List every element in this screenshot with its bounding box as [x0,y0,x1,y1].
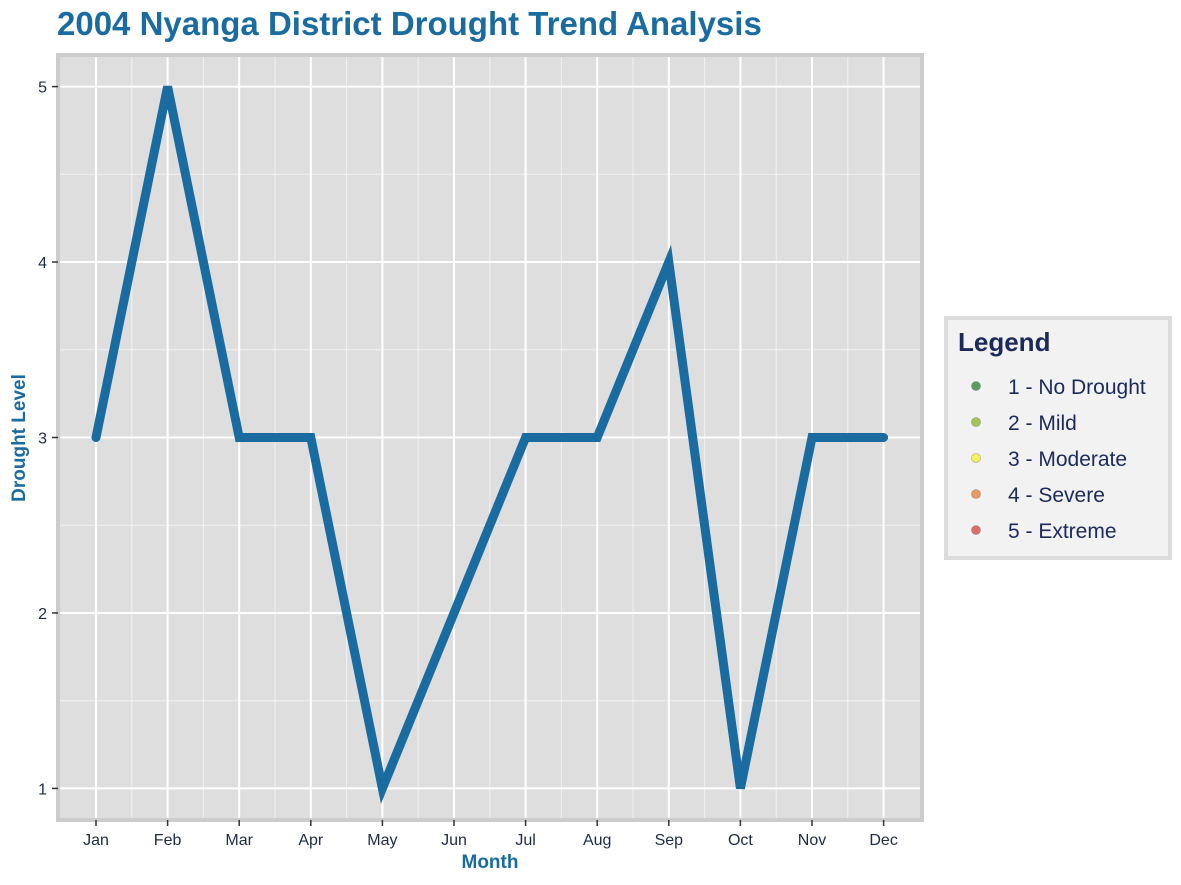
y-tick-label: 3 [38,431,47,448]
x-tick-label: Nov [798,832,826,849]
x-tick-label: Aug [583,832,611,849]
y-tick-label: 1 [38,781,47,798]
legend-key [971,525,981,535]
x-tick-label: Apr [298,832,324,849]
x-tick-label: Mar [225,832,253,849]
legend-key [971,381,981,391]
y-axis-title: Drought Level [9,374,30,502]
x-tick-label: Jun [441,832,467,849]
legend: Legend 1 - No Drought 2 - Mild 3 - Moderat… [944,316,1172,560]
legend-label: 5 - Extreme [1008,520,1117,543]
y-tick-label: 4 [38,255,47,272]
legend-key [971,417,981,427]
legend-box [944,316,1172,560]
legend-label: 2 - Mild [1008,412,1077,435]
legend-key [971,489,981,499]
x-tick-label: Jan [83,832,109,849]
x-axis-ticks: Jan Feb Mar Apr May Jun Jul Aug Sep Oct Nov Dec [83,820,898,849]
x-tick-label: Sep [655,832,684,849]
legend-label: 3 - Moderate [1008,448,1127,471]
x-tick-label: Dec [869,832,897,849]
y-tick-label: 5 [38,80,47,97]
legend-label: 1 - No Drought [1008,376,1146,399]
x-tick-label: Feb [154,832,182,849]
x-tick-label: Oct [728,832,753,849]
legend-items: 1 - No Drought 2 - Mild 3 - Moderate 4 - Se… [971,376,1146,543]
x-axis-title: Month [462,852,519,873]
x-tick-label: May [367,832,397,849]
legend-title: Legend [958,327,1050,357]
legend-label: 4 - Severe [1008,484,1105,507]
y-axis-ticks: 1 2 3 4 5 [38,80,58,798]
x-tick-label: Jul [515,832,535,849]
legend-key [971,453,981,463]
y-tick-label: 2 [38,606,47,623]
chart-title: 2004 Nyanga District Drought Trend Analy… [57,5,762,42]
series-line-drought-level [91,85,889,804]
